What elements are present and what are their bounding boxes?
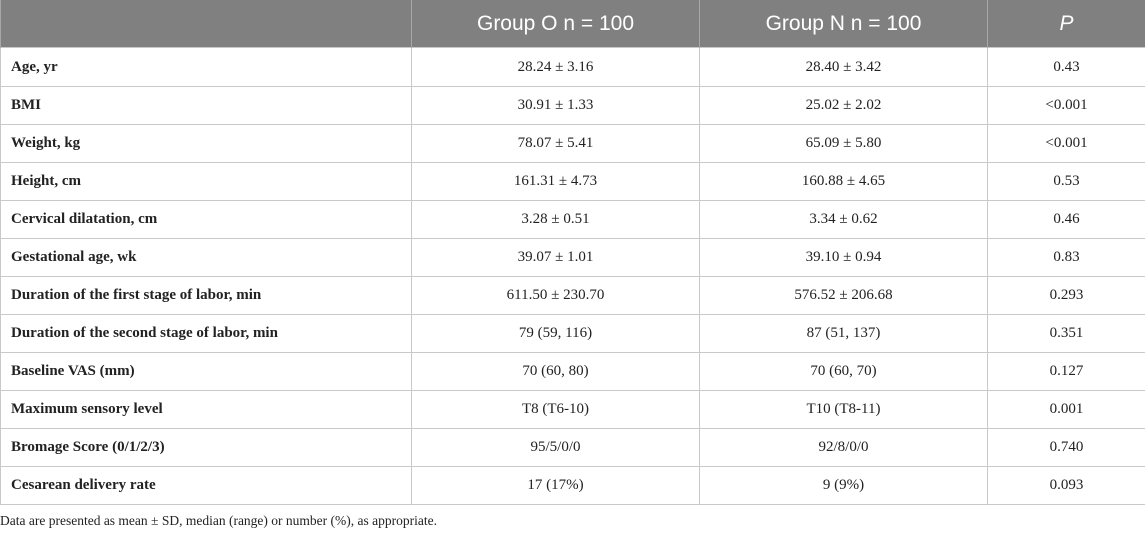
- p-value-cell: <0.001: [987, 124, 1145, 163]
- p-value-cell: 0.001: [987, 390, 1145, 429]
- table-row: Cesarean delivery rate 17 (17%) 9 (9%) 0.09…: [0, 466, 1145, 505]
- group-n-value-cell: 92/8/0/0: [699, 428, 988, 467]
- p-value-cell: 0.43: [987, 47, 1145, 87]
- group-n-value-cell: 65.09 ± 5.80: [699, 124, 988, 163]
- group-o-value-cell: 611.50 ± 230.70: [411, 276, 700, 315]
- group-n-value-cell: 160.88 ± 4.65: [699, 162, 988, 201]
- row-label-cell: Weight, kg: [0, 124, 412, 163]
- group-o-value-cell: 95/5/0/0: [411, 428, 700, 467]
- group-n-value-cell: 87 (51, 137): [699, 314, 988, 353]
- group-n-value-cell: 9 (9%): [699, 466, 988, 505]
- p-value-cell: 0.46: [987, 200, 1145, 239]
- table-row: Duration of the second stage of labor, m…: [0, 314, 1145, 353]
- p-value-cell: 0.351: [987, 314, 1145, 353]
- group-o-value-cell: 30.91 ± 1.33: [411, 86, 700, 125]
- group-n-value-cell: T10 (T8-11): [699, 390, 988, 429]
- group-n-value-cell: 70 (60, 70): [699, 352, 988, 391]
- table-row: Age, yr 28.24 ± 3.16 28.40 ± 3.42 0.43: [0, 47, 1145, 87]
- group-n-value-cell: 39.10 ± 0.94: [699, 238, 988, 277]
- row-label-cell: Duration of the second stage of labor, m…: [0, 314, 412, 353]
- table-row: BMI 30.91 ± 1.33 25.02 ± 2.02 <0.001: [0, 86, 1145, 125]
- row-label-cell: Cesarean delivery rate: [0, 466, 412, 505]
- row-label-cell: Age, yr: [0, 47, 412, 87]
- table-row: Duration of the first stage of labor, mi…: [0, 276, 1145, 315]
- row-label-cell: Cervical dilatation, cm: [0, 200, 412, 239]
- header-group-n: Group N n = 100: [699, 0, 988, 48]
- p-value-cell: 0.093: [987, 466, 1145, 505]
- table-body: Age, yr 28.24 ± 3.16 28.40 ± 3.42 0.43 BMI 30…: [0, 47, 1145, 505]
- table-footnote: Data are presented as mean ± SD, median …: [0, 513, 437, 528]
- table-row: Bromage Score (0/1/2/3) 95/5/0/0 92/8/0/0 0…: [0, 428, 1145, 467]
- data-table-container: Group O n = 100 Group N n = 100 P Age, y…: [0, 0, 1145, 505]
- table-row: Height, cm 161.31 ± 4.73 160.88 ± 4.65 0.53: [0, 162, 1145, 201]
- p-value-cell: 0.293: [987, 276, 1145, 315]
- table-row: Maximum sensory level T8 (T6-10) T10 (T8-1…: [0, 390, 1145, 429]
- header-p-value: P: [987, 0, 1145, 48]
- group-o-value-cell: T8 (T6-10): [411, 390, 700, 429]
- group-o-value-cell: 78.07 ± 5.41: [411, 124, 700, 163]
- group-o-value-cell: 28.24 ± 3.16: [411, 47, 700, 87]
- group-n-value-cell: 28.40 ± 3.42: [699, 47, 988, 87]
- group-o-value-cell: 39.07 ± 1.01: [411, 238, 700, 277]
- row-label-cell: Duration of the first stage of labor, mi…: [0, 276, 412, 315]
- group-o-value-cell: 3.28 ± 0.51: [411, 200, 700, 239]
- table-row: Weight, kg 78.07 ± 5.41 65.09 ± 5.80 <0.001: [0, 124, 1145, 163]
- table-header: Group O n = 100 Group N n = 100 P: [0, 0, 1145, 48]
- group-n-value-cell: 576.52 ± 206.68: [699, 276, 988, 315]
- group-o-value-cell: 17 (17%): [411, 466, 700, 505]
- row-label-cell: BMI: [0, 86, 412, 125]
- row-label-cell: Bromage Score (0/1/2/3): [0, 428, 412, 467]
- group-o-value-cell: 161.31 ± 4.73: [411, 162, 700, 201]
- table-row: Baseline VAS (mm) 70 (60, 80) 70 (60, 70) 0…: [0, 352, 1145, 391]
- table-header-row: Group O n = 100 Group N n = 100 P: [0, 0, 1145, 48]
- group-o-value-cell: 79 (59, 116): [411, 314, 700, 353]
- table-row: Gestational age, wk 39.07 ± 1.01 39.10 ± 0…: [0, 238, 1145, 277]
- p-value-cell: 0.83: [987, 238, 1145, 277]
- p-value-cell: <0.001: [987, 86, 1145, 125]
- group-n-value-cell: 25.02 ± 2.02: [699, 86, 988, 125]
- p-value-cell: 0.53: [987, 162, 1145, 201]
- table-row: Cervical dilatation, cm 3.28 ± 0.51 3.34 ±…: [0, 200, 1145, 239]
- data-table: Group O n = 100 Group N n = 100 P Age, y…: [0, 0, 1145, 505]
- row-label-cell: Baseline VAS (mm): [0, 352, 412, 391]
- header-variable: [0, 0, 412, 48]
- p-value-cell: 0.740: [987, 428, 1145, 467]
- p-value-cell: 0.127: [987, 352, 1145, 391]
- row-label-cell: Gestational age, wk: [0, 238, 412, 277]
- group-o-value-cell: 70 (60, 80): [411, 352, 700, 391]
- header-group-o: Group O n = 100: [411, 0, 700, 48]
- group-n-value-cell: 3.34 ± 0.62: [699, 200, 988, 239]
- row-label-cell: Maximum sensory level: [0, 390, 412, 429]
- row-label-cell: Height, cm: [0, 162, 412, 201]
